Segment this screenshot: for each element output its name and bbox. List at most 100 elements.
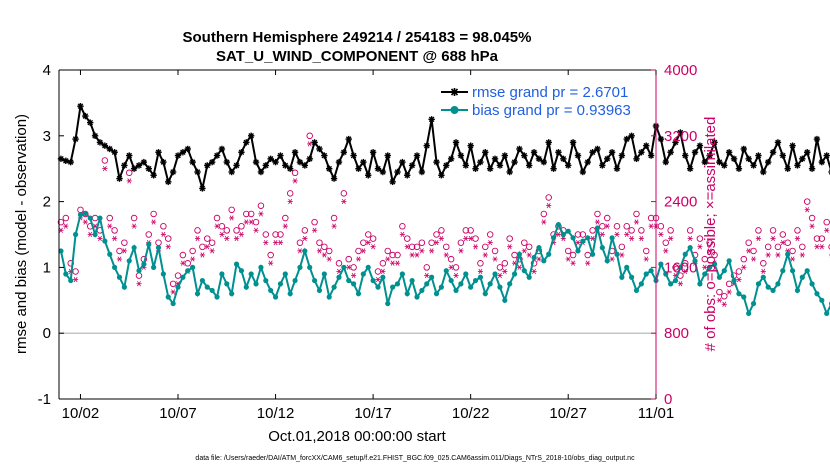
bias-point bbox=[107, 252, 112, 257]
data-file-footnote: data file: /Users/raeder/DAI/ATM_forcXX/… bbox=[195, 455, 635, 462]
rmse-point bbox=[116, 175, 122, 181]
rmse-point bbox=[463, 162, 469, 168]
bias-point bbox=[92, 232, 97, 237]
rmse-point bbox=[541, 159, 547, 165]
rmse-point bbox=[263, 162, 269, 168]
bias-point bbox=[400, 271, 405, 276]
rmse-point bbox=[311, 139, 317, 145]
bias-point bbox=[171, 301, 176, 306]
left-y-tick-label: 0 bbox=[43, 325, 51, 342]
bias-point bbox=[766, 285, 771, 290]
bias-point bbox=[307, 265, 312, 270]
rmse-point bbox=[155, 149, 161, 155]
obs-possible-point bbox=[790, 248, 796, 254]
rmse-point bbox=[121, 162, 127, 168]
obs-possible-point bbox=[770, 228, 776, 234]
bias-point bbox=[449, 278, 454, 283]
bias-point bbox=[634, 288, 639, 293]
rmse-point bbox=[565, 162, 571, 168]
rmse-point bbox=[282, 162, 288, 168]
rmse-point bbox=[482, 149, 488, 155]
rmse-point bbox=[267, 156, 273, 162]
bias-point bbox=[185, 268, 190, 273]
rmse-point bbox=[316, 146, 322, 152]
bias-point bbox=[244, 285, 249, 290]
bias-point bbox=[644, 271, 649, 276]
obs-assimilated-point bbox=[658, 232, 663, 237]
rmse-point bbox=[175, 152, 181, 158]
bias-point bbox=[473, 278, 478, 283]
bias-point bbox=[346, 278, 351, 283]
bias-point bbox=[595, 225, 600, 230]
obs-assimilated-point bbox=[756, 236, 761, 241]
left-y-tick-label: -1 bbox=[38, 391, 51, 408]
rmse-point bbox=[287, 166, 293, 172]
obs-assimilated-point bbox=[766, 253, 771, 258]
rmse-point bbox=[741, 146, 747, 152]
bias-point bbox=[639, 281, 644, 286]
rmse-point bbox=[604, 156, 610, 162]
obs-possible-point bbox=[780, 232, 786, 238]
rmse-point bbox=[350, 152, 356, 158]
bias-point bbox=[224, 281, 229, 286]
bias-point bbox=[444, 268, 449, 273]
bias-point bbox=[463, 271, 468, 276]
bias-point bbox=[800, 275, 805, 280]
bias-point bbox=[546, 252, 551, 257]
rmse-point bbox=[87, 119, 93, 125]
bias-point bbox=[390, 285, 395, 290]
rmse-point bbox=[160, 159, 166, 165]
bias-point bbox=[522, 268, 527, 273]
rmse-point bbox=[526, 162, 532, 168]
rmse-point bbox=[219, 146, 225, 152]
rmse-point bbox=[365, 172, 371, 178]
bias-point bbox=[63, 271, 68, 276]
obs-possible-point bbox=[658, 223, 664, 229]
rmse-point bbox=[633, 156, 639, 162]
rmse-point bbox=[687, 166, 693, 172]
rmse-point bbox=[580, 169, 586, 175]
rmse-point bbox=[575, 152, 581, 158]
rmse-point bbox=[770, 149, 776, 155]
bias-point bbox=[453, 288, 458, 293]
rmse-point bbox=[297, 159, 303, 165]
rmse-point bbox=[614, 166, 620, 172]
rmse-point bbox=[136, 162, 142, 168]
rmse-point bbox=[399, 159, 405, 165]
bias-point bbox=[649, 268, 654, 273]
rmse-point bbox=[560, 156, 566, 162]
rmse-point bbox=[692, 149, 698, 155]
rmse-point bbox=[594, 146, 600, 152]
right-y-tick-label: 800 bbox=[664, 325, 689, 342]
rmse-point bbox=[107, 146, 113, 152]
rmse-point bbox=[409, 162, 415, 168]
rmse-point bbox=[521, 152, 527, 158]
bias-point bbox=[166, 294, 171, 299]
obs-possible-point bbox=[663, 240, 669, 246]
rmse-point bbox=[214, 152, 220, 158]
bias-point bbox=[146, 242, 151, 247]
bias-point bbox=[727, 258, 732, 263]
bias-point bbox=[117, 275, 122, 280]
rmse-point bbox=[204, 162, 210, 168]
rmse-point bbox=[404, 172, 410, 178]
bias-point bbox=[419, 288, 424, 293]
rmse-point bbox=[185, 146, 191, 152]
rmse-point bbox=[272, 159, 278, 165]
obs-assimilated-point bbox=[751, 257, 756, 262]
rmse-point bbox=[721, 162, 727, 168]
rmse-point bbox=[307, 156, 313, 162]
rmse-point bbox=[63, 158, 69, 164]
rmse-point bbox=[414, 152, 420, 158]
bias-point bbox=[210, 288, 215, 293]
bias-point bbox=[585, 235, 590, 240]
bias-point bbox=[570, 235, 575, 240]
rmse-point bbox=[277, 152, 283, 158]
rmse-point bbox=[624, 136, 630, 142]
legend-rmse-star-icon bbox=[451, 88, 459, 96]
bias-point bbox=[341, 265, 346, 270]
bias-point bbox=[351, 281, 356, 286]
bias-point bbox=[375, 285, 380, 290]
rmse-point bbox=[531, 149, 537, 155]
